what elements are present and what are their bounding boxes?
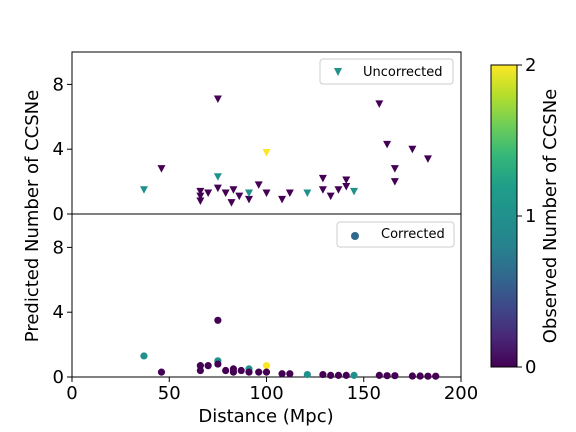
bottom-data-point <box>350 371 358 379</box>
top-data-point <box>390 165 399 173</box>
top-y-tick-label: 4 <box>53 139 64 160</box>
bottom-legend: Corrected <box>336 221 455 248</box>
top-data-point <box>350 187 359 196</box>
bottom-data-point <box>237 366 245 375</box>
bottom-y-tick-label: 4 <box>53 302 64 323</box>
top-data-point <box>196 192 205 201</box>
colorbar-label: Observed Number of CCSNe <box>540 89 561 344</box>
bottom-data-point <box>229 368 238 376</box>
x-tick-label: 100 <box>249 383 283 404</box>
bottom-data-point <box>204 362 212 370</box>
top-data-point <box>244 189 253 197</box>
bottom-data-point <box>278 370 286 378</box>
bottom-data-point <box>432 372 440 380</box>
top-data-point <box>383 140 392 149</box>
top-data-point <box>262 148 271 157</box>
top-data-point <box>285 189 294 197</box>
bottom-data-point <box>140 352 148 360</box>
top-data-point <box>342 176 351 184</box>
top-data-point <box>235 192 244 201</box>
top-data-point <box>244 195 253 204</box>
top-data-point <box>204 189 213 197</box>
bottom-data-point <box>214 360 222 368</box>
bottom-data-point <box>245 368 253 376</box>
top-data-point <box>196 187 205 196</box>
top-data-point <box>278 195 287 204</box>
bottom-data-point <box>334 371 343 379</box>
top-y-tick-label: 0 <box>53 204 64 225</box>
x-tick-label: 50 <box>158 383 181 404</box>
top-data-point <box>303 189 312 197</box>
top-data-point <box>262 189 271 197</box>
bottom-data-point <box>408 372 416 380</box>
x-tick-label: 200 <box>444 383 478 404</box>
top-data-point <box>227 199 236 207</box>
bottom-data-point <box>327 371 335 379</box>
top-data-point <box>254 181 263 189</box>
top-data-point <box>213 95 222 103</box>
top-data-point <box>334 186 343 194</box>
bottom-data-point <box>157 368 166 376</box>
top-data-point <box>229 186 238 194</box>
bottom-data-point <box>303 370 311 379</box>
colorbar <box>490 64 518 368</box>
top-legend-marker <box>334 68 342 76</box>
colorbar-tick-label: 1 <box>525 206 536 227</box>
top-data-point <box>342 182 351 191</box>
top-data-point <box>408 145 417 154</box>
top-data-point <box>213 184 222 193</box>
bottom-panel-points <box>140 316 440 380</box>
x-ticks: 0 50 100 150 200 <box>66 377 478 404</box>
x-tick-label: 150 <box>347 383 381 404</box>
x-axis-label: Distance (Mpc) <box>198 406 333 427</box>
top-y-tick-label: 8 <box>53 74 64 95</box>
y-ticks: 0 4 8 0 4 8 <box>53 74 72 388</box>
bottom-legend-label: Corrected <box>381 227 445 242</box>
top-legend-label: Uncorrected <box>363 65 443 80</box>
colorbar-ticks: 0 1 2 <box>517 55 536 378</box>
top-data-point <box>157 165 166 173</box>
top-panel-points <box>139 95 432 207</box>
bottom-data-point <box>214 316 222 324</box>
top-data-point <box>221 189 230 197</box>
top-data-point <box>423 155 432 163</box>
top-data-point <box>213 173 222 181</box>
bottom-legend-box <box>336 221 455 248</box>
bottom-data-point <box>416 372 424 380</box>
bottom-legend-marker <box>351 232 359 240</box>
bottom-y-tick-label: 8 <box>53 237 64 258</box>
bottom-data-point <box>383 372 391 380</box>
bottom-data-point <box>196 366 204 375</box>
x-tick-label: 0 <box>66 383 77 404</box>
bottom-data-point <box>375 371 383 379</box>
top-data-point <box>318 174 327 183</box>
top-data-point <box>139 186 148 194</box>
top-data-point <box>326 192 335 201</box>
colorbar-tick-label: 2 <box>525 55 536 76</box>
bottom-data-point <box>262 368 271 376</box>
bottom-y-tick-label: 0 <box>53 367 64 388</box>
bottom-data-point <box>222 366 230 375</box>
bottom-data-point <box>319 370 327 379</box>
top-data-point <box>390 178 399 186</box>
y-axis-label: Predicted Number of CCSNe <box>22 90 43 342</box>
top-data-point <box>375 100 384 108</box>
top-data-point <box>318 186 327 194</box>
bottom-data-point <box>262 362 271 370</box>
top-legend: Uncorrected <box>319 58 454 85</box>
top-legend-box <box>319 58 454 85</box>
bottom-data-point <box>391 372 399 380</box>
bottom-data-point <box>424 372 432 380</box>
top-data-point <box>196 197 205 206</box>
colorbar-tick-label: 0 <box>525 357 536 378</box>
bottom-data-point <box>255 368 263 376</box>
bottom-data-point <box>286 370 294 378</box>
bottom-data-point <box>342 371 350 379</box>
